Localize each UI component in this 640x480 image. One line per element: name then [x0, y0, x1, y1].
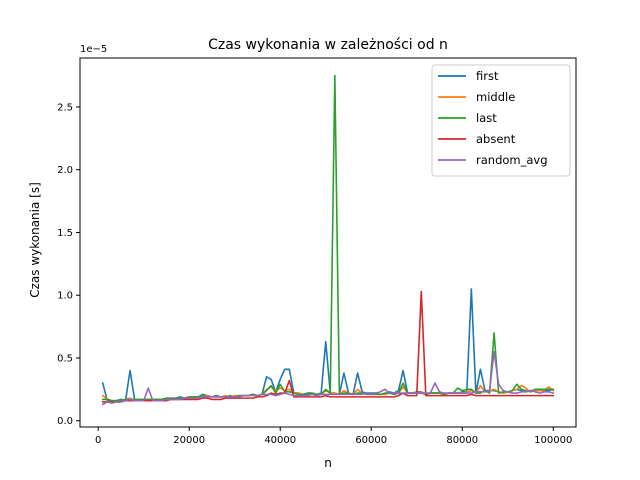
y-tick-label: 0.0 — [57, 416, 73, 427]
y-tick-label: 1.0 — [57, 291, 73, 302]
legend-label-random-avg: random_avg — [476, 153, 548, 167]
chart-title: Czas wykonania w zależności od n — [208, 37, 448, 53]
y-offset-label: 1e−5 — [80, 44, 107, 55]
legend-label-absent: absent — [476, 132, 516, 146]
x-tick-label: 40000 — [264, 435, 296, 446]
series-line-random-avg — [101, 350, 555, 406]
y-axis: 0.0 0.5 1.0 1.5 2.0 2.5 — [57, 102, 80, 427]
x-tick-label: 20000 — [173, 435, 205, 446]
series-layer — [101, 74, 555, 406]
y-tick-label: 0.5 — [57, 353, 73, 364]
legend: first middle last absent random_avg — [431, 64, 571, 177]
legend-label-first: first — [476, 69, 499, 83]
x-tick-label: 80000 — [446, 435, 478, 446]
x-tick-label: 0 — [95, 435, 101, 446]
legend-label-last: last — [476, 111, 497, 125]
y-tick-label: 2.0 — [57, 165, 73, 176]
axes-frame — [79, 57, 577, 428]
x-axis-label: n — [324, 456, 332, 470]
y-tick-label: 2.5 — [57, 102, 73, 113]
x-tick-label: 60000 — [355, 435, 387, 446]
y-axis-label: Czas wykonania [s] — [28, 182, 42, 298]
legend-label-middle: middle — [476, 90, 515, 104]
legend-box — [431, 64, 571, 177]
x-tick-label: 100000 — [534, 435, 572, 446]
plot-area — [79, 57, 577, 428]
y-tick-label: 1.5 — [57, 228, 73, 239]
series-line-last — [101, 74, 555, 402]
x-axis: 0 20000 40000 60000 80000 100000 — [95, 427, 572, 446]
